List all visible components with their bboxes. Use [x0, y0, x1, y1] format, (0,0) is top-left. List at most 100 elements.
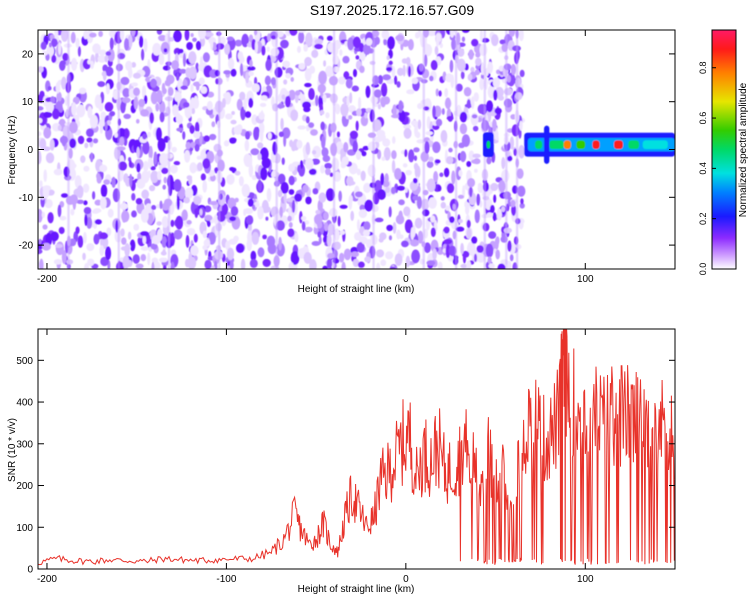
spectrogram-cell: [147, 252, 151, 266]
spectrogram-cell: [105, 83, 110, 95]
spectrogram-cell: [70, 57, 78, 71]
spectrogram-cell: [158, 257, 168, 263]
spectrogram-cell: [122, 87, 131, 98]
spectrogram-cell: [468, 49, 474, 60]
spectrogram-cell: [435, 88, 439, 97]
spectrogram-cell: [38, 248, 43, 255]
spectrogram-cell: [287, 228, 295, 238]
colorbar-tick-label: 0.8: [698, 61, 708, 74]
spectrogram-cell: [507, 260, 512, 269]
spectrogram-ridge: [592, 140, 600, 150]
spectrogram-cell: [69, 138, 77, 149]
spectrogram-cell: [149, 112, 154, 124]
spectrogram-cell: [199, 56, 204, 69]
spectrogram-cell: [380, 172, 385, 186]
spectrogram-cell: [440, 130, 448, 143]
spectrogram-cell: [290, 250, 300, 265]
spectrogram-cell: [354, 231, 362, 241]
spectrogram-cell: [247, 71, 254, 77]
spectrogram-cell: [247, 198, 254, 207]
spectrogram-cell: [280, 117, 284, 130]
spectrogram-cell: [75, 37, 80, 48]
spectrogram-cell: [351, 85, 359, 92]
spectrogram-cell: [241, 183, 251, 198]
spectrogram-cell: [82, 252, 86, 261]
spectrogram-cell: [339, 49, 343, 56]
spectrogram-cell: [509, 254, 514, 262]
spectrogram-cell: [343, 248, 352, 261]
spectrogram-cell: [471, 96, 475, 110]
spectrogram-cell: [310, 129, 318, 136]
spectrogram-cell: [337, 215, 341, 227]
spectrogram-streak: [515, 30, 519, 269]
spectrogram-cell: [176, 114, 184, 125]
spectrogram-cell: [257, 247, 265, 258]
spectrogram-cell: [443, 167, 450, 178]
spectrogram-y-label: Frequency (Hz): [7, 116, 18, 185]
spectrogram-cell: [195, 83, 200, 91]
spectrogram-cell: [507, 240, 512, 252]
spectrogram-cell: [345, 78, 353, 89]
spectrogram-cell: [305, 196, 312, 205]
spectrogram-cell: [76, 199, 85, 205]
spectrogram-cell: [257, 142, 264, 149]
spectrogram-cell: [83, 231, 87, 244]
spectrogram-cell: [56, 91, 62, 103]
spectrogram-cell: [315, 94, 319, 107]
spectrogram-cell: [434, 159, 441, 164]
spectrogram-cell: [43, 169, 48, 183]
spectrogram-cell: [361, 151, 367, 157]
snr-y-tick-label: 0: [27, 565, 33, 576]
spectrogram-cell: [428, 156, 434, 163]
spectrogram-cell: [325, 65, 334, 77]
spectrogram-cell: [466, 219, 471, 229]
spectrogram-cell: [187, 256, 197, 269]
spectrogram-cell: [376, 249, 385, 258]
spectrogram-cell: [325, 188, 335, 202]
spectrogram-cell: [140, 231, 149, 237]
spectrogram-cell: [402, 64, 406, 77]
spectrogram-cell: [49, 34, 55, 40]
spectrogram-cell: [391, 65, 396, 78]
spectrogram-cell: [42, 224, 48, 230]
spectrogram-cell: [104, 66, 114, 77]
spectrogram-cell: [503, 98, 513, 108]
spectrogram-cell: [382, 74, 391, 81]
spectrogram-cell: [143, 160, 149, 172]
spectrogram-cell: [50, 231, 59, 242]
spectrogram-cell: [151, 204, 157, 211]
spectrogram-cell: [240, 106, 246, 121]
spectrogram-cell: [70, 31, 76, 44]
spectrogram-cell: [131, 82, 139, 87]
spectrogram-cell: [61, 60, 66, 66]
spectrogram-cell: [240, 258, 246, 269]
snr-x-tick-label: -200: [37, 574, 57, 585]
spectrogram-cell: [280, 39, 289, 49]
spectrogram-cell: [460, 242, 464, 255]
spectrogram-cell: [392, 104, 397, 117]
spectrogram-cell: [460, 71, 465, 80]
spectrogram-cell: [150, 78, 157, 89]
spectrogram-cell: [383, 38, 387, 46]
spectrogram-cell: [128, 34, 133, 48]
spectrogram-cell: [493, 194, 497, 203]
spectrogram-cell: [99, 164, 108, 173]
spectrogram-cell: [109, 37, 114, 50]
spectrogram-cell: [170, 261, 175, 269]
spectrogram-cell: [503, 227, 512, 234]
spectrogram-cell: [281, 157, 285, 165]
spectrogram-cell: [151, 261, 155, 269]
spectrogram-cell: [499, 39, 506, 45]
spectrogram-cell: [158, 53, 165, 65]
spectrogram-cell: [449, 30, 455, 38]
spectrogram-cell: [258, 111, 265, 120]
spectrogram-cell: [403, 127, 412, 139]
spectrogram-cell: [150, 243, 158, 250]
spectrogram-cell: [140, 48, 145, 61]
spectrogram-cell: [53, 168, 63, 176]
spectrogram-cell: [89, 114, 99, 129]
colorbar-gradient: [711, 29, 737, 270]
spectrogram-cell: [461, 36, 466, 42]
spectrogram-cell: [418, 63, 424, 72]
spectrogram-cell: [312, 187, 319, 195]
